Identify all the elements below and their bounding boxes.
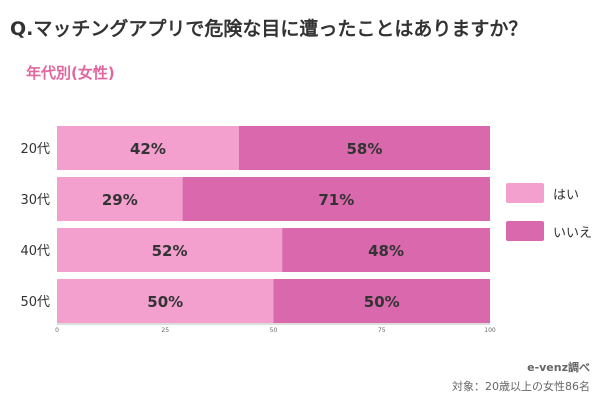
bar-segment — [57, 177, 183, 221]
data-label: 71% — [318, 191, 354, 209]
bar-segment — [57, 228, 283, 272]
category-label: 50代 — [20, 295, 50, 310]
category-label: 40代 — [20, 244, 50, 259]
x-tick-label: 100 — [484, 327, 496, 334]
source-note: e-venz調べ — [527, 361, 590, 374]
bar-segment — [57, 126, 239, 170]
x-tick-label: 50 — [270, 327, 278, 334]
legend-item-no: いいえ — [506, 221, 592, 241]
chart-subtitle: 年代別(女性) — [26, 64, 115, 82]
legend-item-yes: はい — [506, 183, 579, 203]
bar-segment — [282, 228, 490, 272]
data-label: 58% — [346, 140, 382, 158]
category-label: 30代 — [20, 193, 50, 208]
x-tick-label: 25 — [161, 327, 169, 334]
data-label: 29% — [102, 191, 138, 209]
bar-segment — [273, 279, 490, 323]
x-tick-label: 75 — [378, 327, 386, 334]
data-label: 48% — [368, 242, 404, 260]
legend-label-no: いいえ — [553, 225, 593, 241]
legend-swatch-no — [506, 221, 544, 241]
bar-segment — [182, 177, 490, 221]
data-label: 50% — [147, 293, 183, 311]
target-note: 対象：20歳以上の女性86名 — [452, 380, 590, 393]
bar-segment — [57, 279, 274, 323]
data-label: 50% — [364, 293, 400, 311]
chart-title: Q.マッチングアプリで危険な目に遭ったことはありますか？ — [10, 18, 528, 40]
legend-label-yes: はい — [553, 187, 580, 203]
category-label: 20代 — [20, 142, 50, 157]
x-tick-label: 0 — [55, 327, 59, 334]
data-label: 52% — [152, 242, 188, 260]
legend-swatch-yes — [506, 183, 544, 203]
data-label: 42% — [130, 140, 166, 158]
bar-segment — [238, 126, 490, 170]
